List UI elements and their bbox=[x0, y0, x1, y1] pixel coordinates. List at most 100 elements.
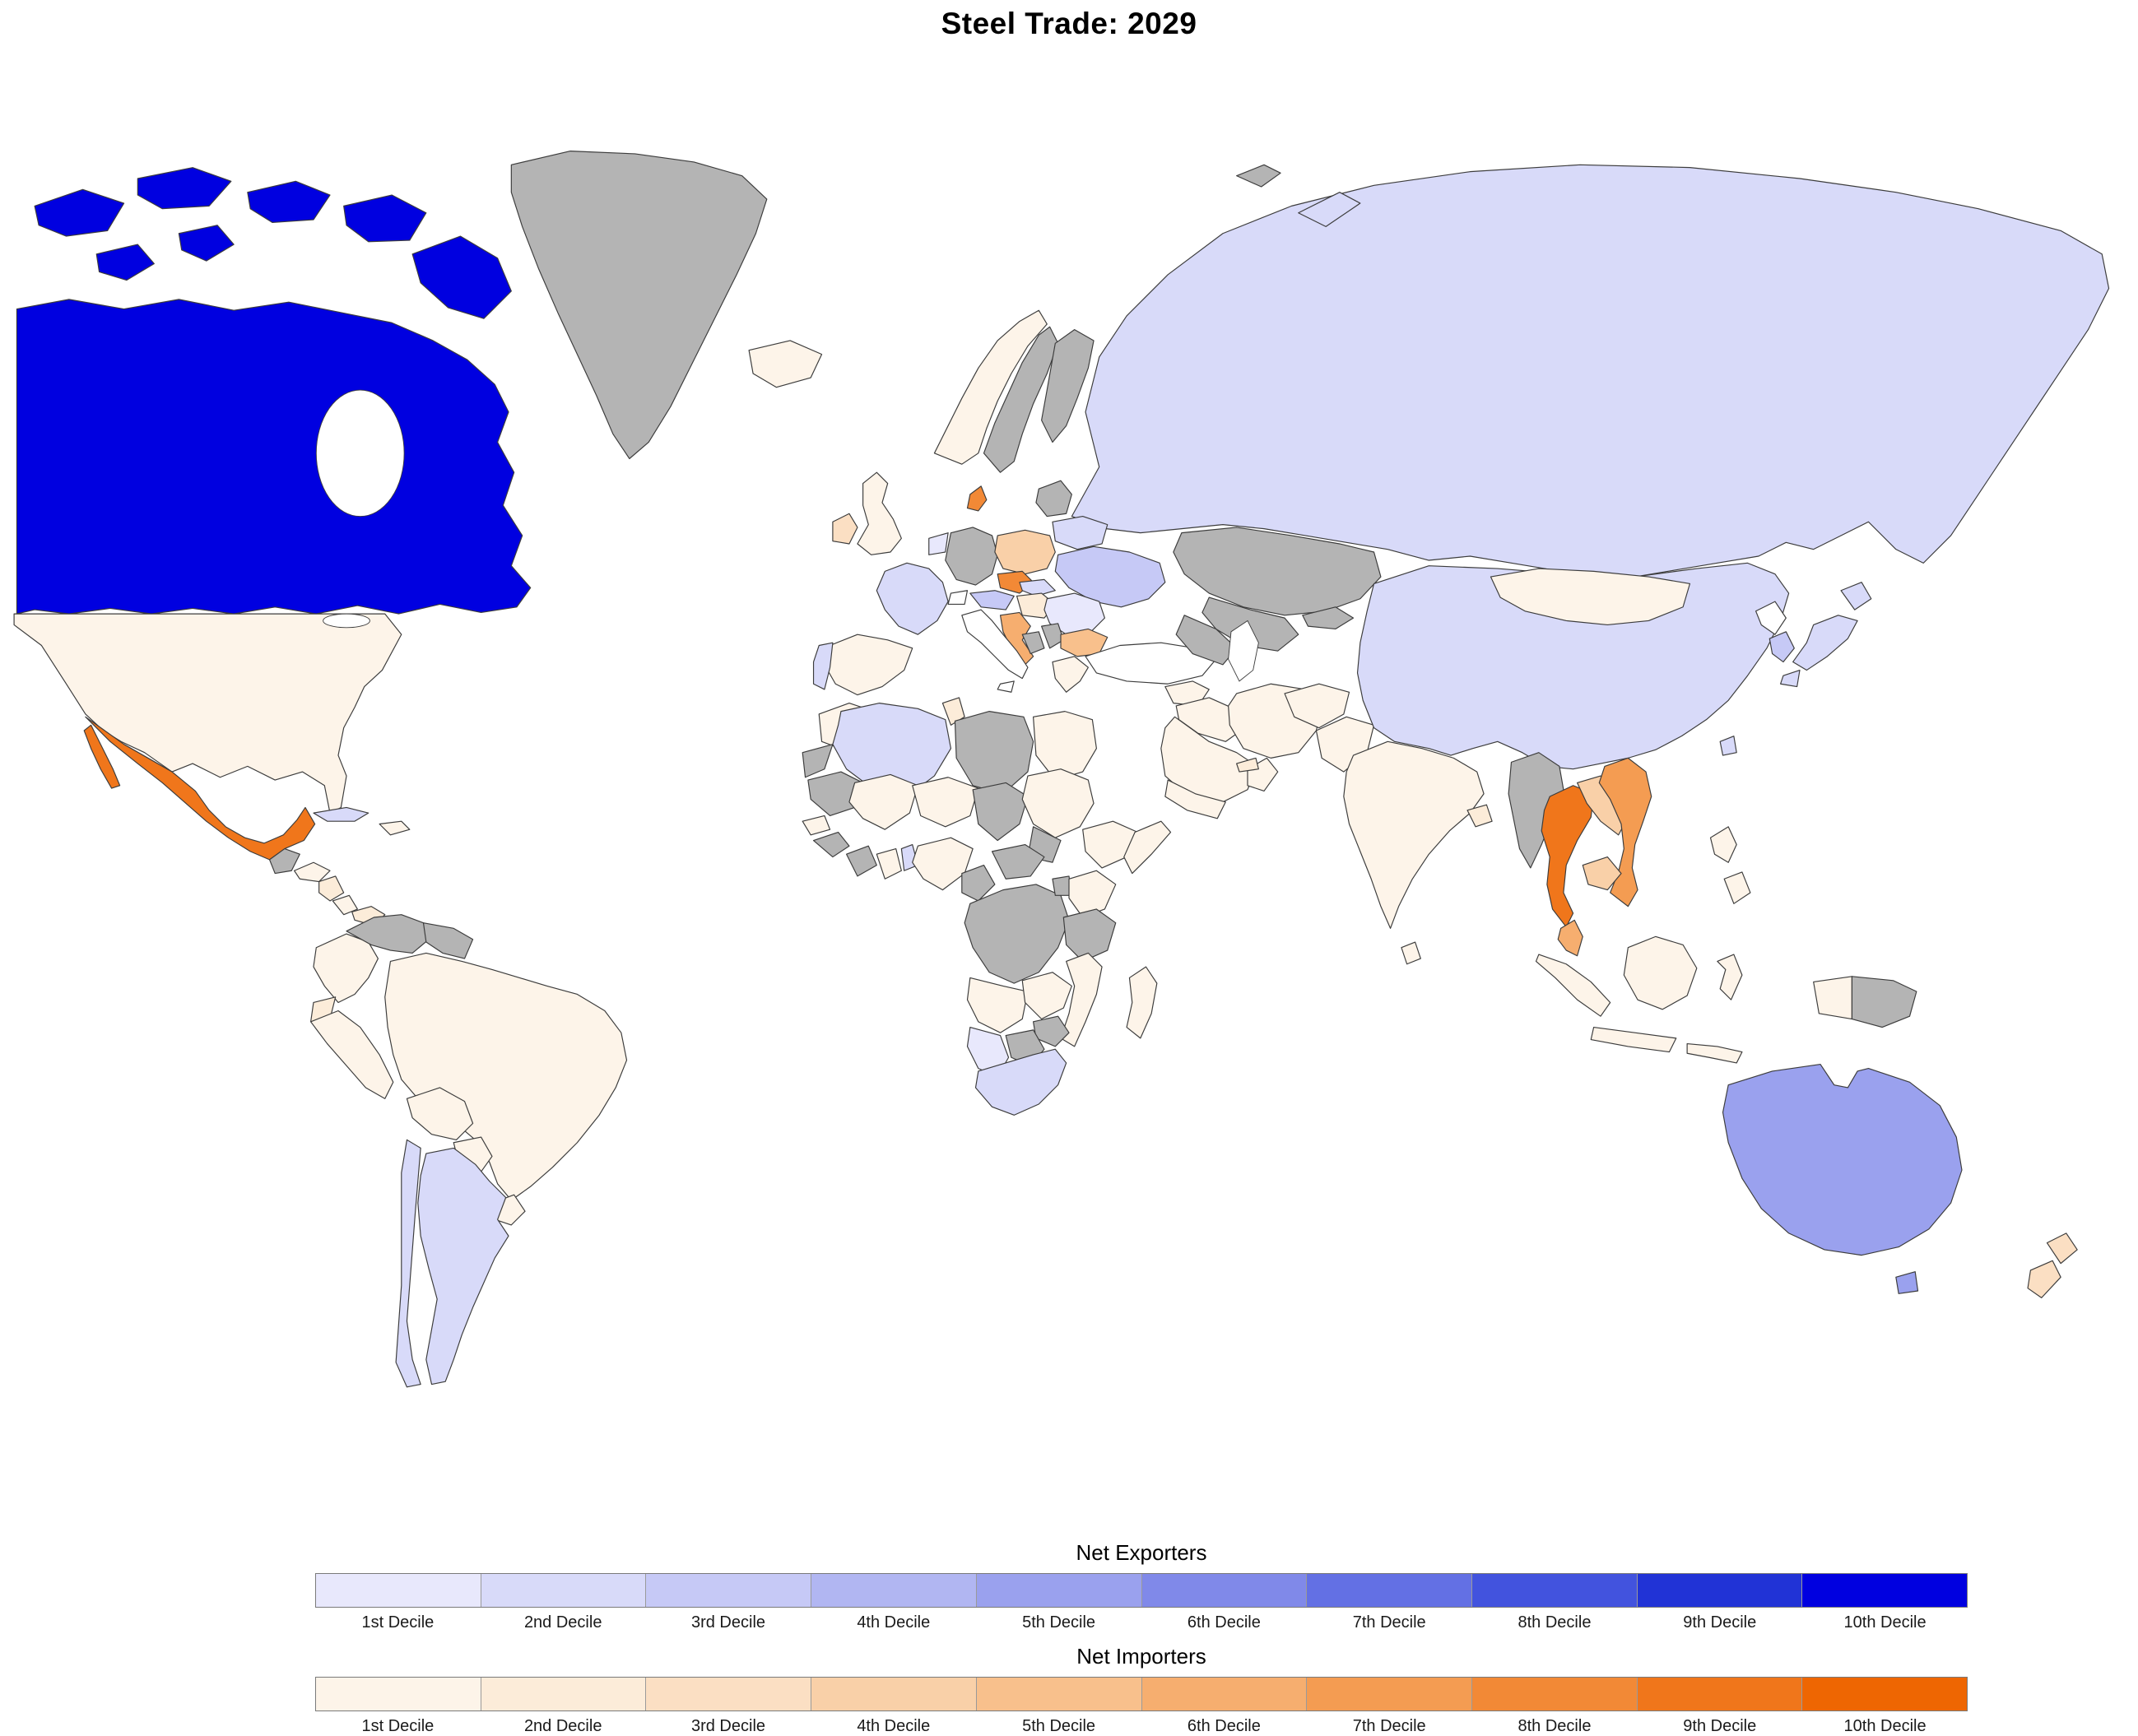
country-philippines bbox=[1723, 871, 1751, 904]
legend-swatch bbox=[316, 1678, 481, 1710]
legend-swatch bbox=[1637, 1574, 1803, 1607]
hudson-bay bbox=[315, 389, 405, 518]
legend-swatch bbox=[316, 1574, 481, 1607]
country-philippines bbox=[1709, 826, 1737, 863]
world-map bbox=[13, 151, 2110, 1388]
country-ireland bbox=[832, 513, 858, 545]
legend-swatch bbox=[976, 1678, 1142, 1710]
country-japan bbox=[1840, 582, 1872, 610]
country-south-korea bbox=[1768, 631, 1795, 663]
country-russia bbox=[1298, 192, 1361, 227]
country-indonesia bbox=[1623, 935, 1698, 1010]
country-india bbox=[1343, 740, 1485, 929]
country-spain bbox=[824, 634, 913, 696]
legend-swatch bbox=[1307, 1678, 1472, 1710]
legend-swatch bbox=[1802, 1574, 1968, 1607]
country-turkey bbox=[1085, 642, 1217, 685]
country-south-africa bbox=[974, 1048, 1067, 1116]
country-iceland bbox=[748, 340, 823, 388]
country-guyana bbox=[422, 922, 474, 959]
country-mozambique bbox=[1060, 952, 1103, 1047]
country-uk bbox=[857, 471, 902, 555]
country-dr-congo bbox=[964, 884, 1070, 984]
country-china bbox=[1356, 562, 1790, 770]
country-brazil bbox=[384, 952, 628, 1201]
importers-legend-labels: 1st Decile 2nd Decile 3rd Decile 4th Decile… bbox=[315, 1717, 1968, 1736]
country-sri-lanka bbox=[1401, 941, 1421, 965]
legend-swatch bbox=[646, 1574, 812, 1607]
country-peru bbox=[310, 1010, 394, 1099]
legend-swatch bbox=[1471, 1574, 1638, 1607]
country-new-zealand bbox=[2027, 1260, 2061, 1298]
country-japan bbox=[1780, 669, 1801, 688]
country-belarus bbox=[1052, 516, 1109, 550]
legend-swatch bbox=[481, 1574, 647, 1607]
legend-decile-label: 8th Decile bbox=[1518, 1613, 1592, 1632]
country-cuba bbox=[313, 806, 370, 822]
country-cote-divoire bbox=[846, 845, 877, 877]
country-mexico bbox=[83, 724, 121, 789]
country-turkmenistan bbox=[1175, 615, 1238, 666]
country-somalia bbox=[1123, 820, 1172, 875]
country-costa-rica bbox=[332, 894, 358, 916]
country-angola bbox=[966, 977, 1029, 1033]
country-sudan bbox=[1021, 768, 1095, 838]
legend-decile-label: 1st Decile bbox=[361, 1613, 435, 1632]
country-switzerland bbox=[947, 590, 969, 606]
country-canada bbox=[137, 167, 232, 210]
country-cambodia bbox=[1582, 856, 1622, 891]
country-afghanistan bbox=[1284, 683, 1350, 729]
legend-decile-label: 5th Decile bbox=[1022, 1613, 1096, 1632]
country-nigeria bbox=[912, 837, 974, 891]
legend-decile-label: 6th Decile bbox=[1187, 1717, 1261, 1735]
country-australia bbox=[1722, 1064, 1963, 1256]
country-canada bbox=[16, 299, 532, 615]
legend-swatch bbox=[646, 1678, 812, 1710]
legend-swatch bbox=[1802, 1678, 1968, 1710]
country-germany bbox=[945, 527, 998, 586]
country-slovakia bbox=[1019, 578, 1056, 596]
legend-decile-label: 7th Decile bbox=[1352, 1717, 1426, 1735]
legend-decile-label: 9th Decile bbox=[1683, 1613, 1757, 1632]
legend-swatch bbox=[811, 1574, 977, 1607]
country-chad bbox=[972, 782, 1029, 842]
country-usa bbox=[13, 613, 402, 814]
country-honduras bbox=[294, 861, 331, 883]
legend-decile-label: 4th Decile bbox=[857, 1613, 931, 1632]
country-canada bbox=[411, 235, 512, 319]
legend-decile-label: 2nd Decile bbox=[523, 1717, 602, 1735]
country-canada bbox=[343, 194, 427, 243]
country-malaysia bbox=[1557, 919, 1583, 957]
country-madagascar bbox=[1126, 966, 1158, 1039]
importers-legend-bar bbox=[315, 1677, 1968, 1711]
country-tunisia bbox=[941, 697, 965, 726]
legend-decile-label: 2nd Decile bbox=[523, 1613, 602, 1632]
country-zambia bbox=[1021, 972, 1072, 1020]
country-italy bbox=[997, 680, 1015, 693]
country-kenya bbox=[1068, 870, 1117, 918]
country-russia bbox=[1071, 164, 2110, 578]
country-australia bbox=[1895, 1271, 1919, 1294]
country-ghana bbox=[876, 847, 902, 880]
legend-swatch bbox=[1141, 1574, 1308, 1607]
country-greece bbox=[1052, 656, 1089, 693]
legend-decile-label: 7th Decile bbox=[1352, 1613, 1426, 1632]
legend-swatch bbox=[1471, 1678, 1638, 1710]
importers-legend-title: Net Importers bbox=[1076, 1644, 1206, 1669]
country-bosnia bbox=[1021, 631, 1045, 655]
country-finland bbox=[1041, 329, 1095, 443]
country-central-african-republic bbox=[991, 843, 1045, 880]
country-egypt bbox=[1033, 711, 1097, 781]
country-cameroon bbox=[961, 864, 996, 902]
country-canada bbox=[178, 225, 235, 262]
exporters-legend-title: Net Exporters bbox=[1076, 1540, 1207, 1565]
country-bolivia bbox=[406, 1087, 474, 1140]
country-mongolia bbox=[1490, 568, 1691, 626]
country-argentina bbox=[417, 1147, 509, 1386]
country-kyrgyzstan bbox=[1302, 606, 1355, 630]
country-uzbekistan bbox=[1201, 596, 1299, 652]
country-taiwan bbox=[1719, 736, 1737, 756]
country-mali bbox=[848, 773, 918, 830]
country-netherlands bbox=[928, 532, 949, 555]
country-guinea bbox=[812, 831, 850, 858]
